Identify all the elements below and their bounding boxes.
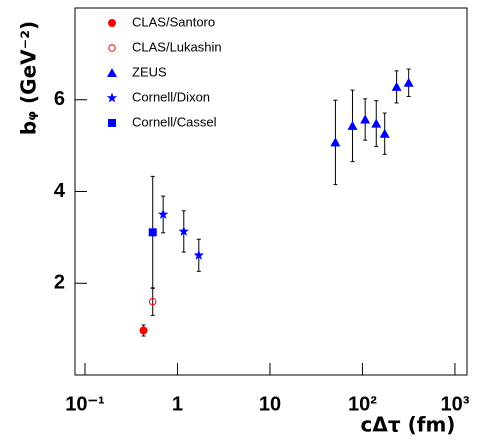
x-axis-title: cΔτ (fm) <box>361 413 456 437</box>
legend-marker <box>107 68 117 77</box>
point <box>391 81 402 91</box>
point <box>157 208 169 219</box>
legend-marker <box>108 19 116 27</box>
plot-frame <box>74 7 468 376</box>
legend-label: Cornell/Dixon <box>132 89 210 104</box>
legend-marker <box>108 44 116 52</box>
x-tick-label: 1 <box>172 393 183 415</box>
legend-label: Cornell/Cassel <box>132 114 217 129</box>
y-axis-title: bᵩ (GeV⁻²) <box>17 21 41 135</box>
point <box>148 228 157 237</box>
point <box>330 137 341 147</box>
point <box>193 249 204 260</box>
y-tick-label: 4 <box>54 180 66 202</box>
x-tick-label: 10 <box>259 393 281 415</box>
legend-label: CLAS/Lukashin <box>132 39 222 54</box>
point <box>379 128 390 138</box>
point <box>403 77 414 87</box>
y-tick-label: 6 <box>54 88 65 110</box>
legend-marker <box>106 92 118 103</box>
legend-marker <box>108 119 116 127</box>
point <box>148 297 157 306</box>
y-tick-label: 2 <box>54 272 65 294</box>
point <box>360 114 371 124</box>
x-tick-label: 10³ <box>440 393 469 415</box>
legend-label: CLAS/Santoro <box>132 14 215 29</box>
legend-label: ZEUS <box>132 64 167 79</box>
x-tick-label: 10² <box>348 393 377 415</box>
point <box>347 120 358 130</box>
point <box>178 225 189 236</box>
point <box>371 118 382 128</box>
point <box>139 326 148 335</box>
x-tick-label: 10⁻¹ <box>65 393 105 415</box>
